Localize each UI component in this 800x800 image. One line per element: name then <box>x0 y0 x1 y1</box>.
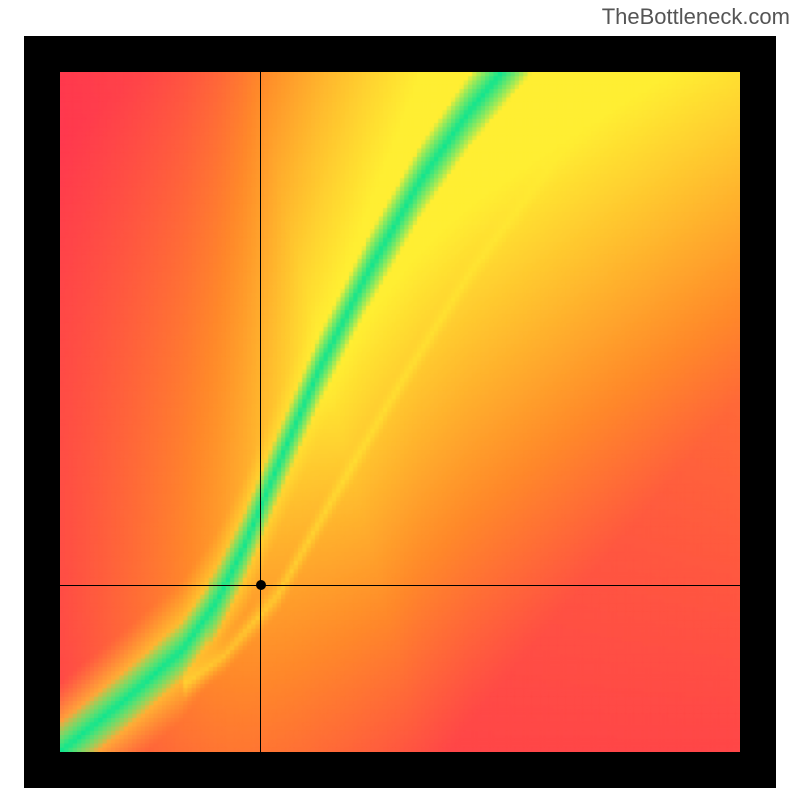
marker-point <box>256 580 266 590</box>
attribution-text: TheBottleneck.com <box>602 4 790 30</box>
crosshair-vertical <box>260 72 261 752</box>
chart-container: TheBottleneck.com <box>0 0 800 800</box>
heatmap-plot <box>60 72 740 752</box>
heatmap-canvas <box>60 72 740 752</box>
crosshair-horizontal <box>60 585 740 586</box>
